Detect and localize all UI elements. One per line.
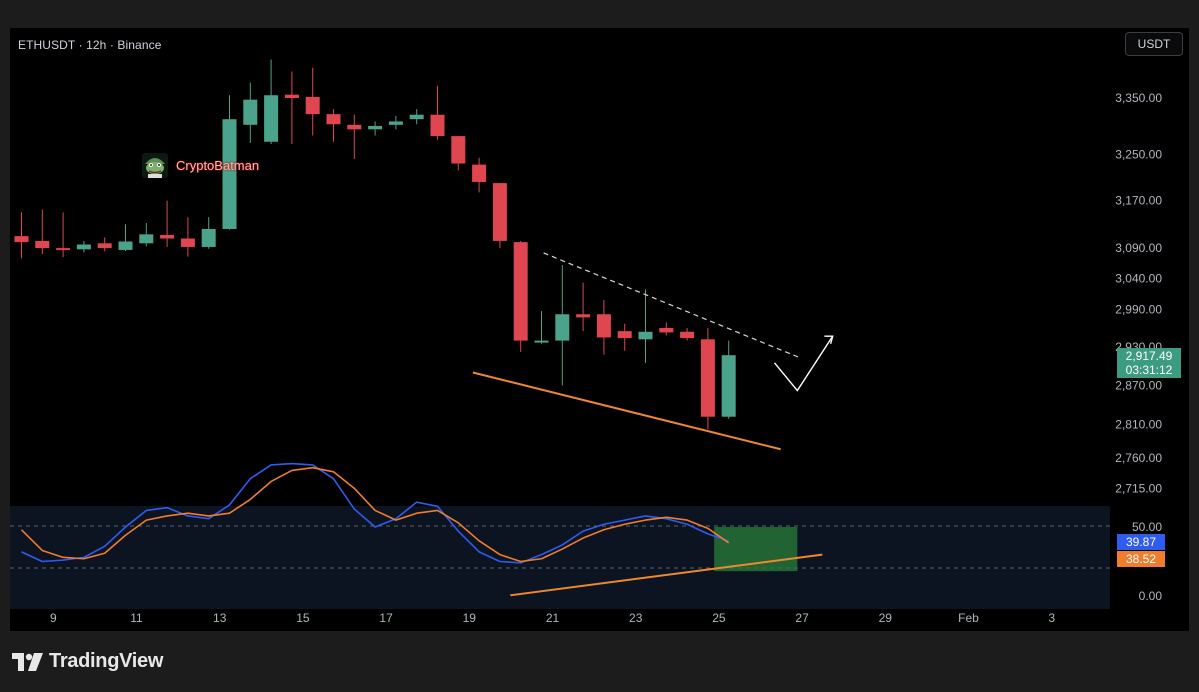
candle-body xyxy=(35,240,50,249)
projection-arrowhead xyxy=(824,335,834,344)
y-axis-tick-label: 2,760.00 xyxy=(1115,451,1162,465)
tradingview-brand[interactable]: TradingView xyxy=(12,650,163,673)
candle-body xyxy=(97,243,112,249)
tradingview-logo-icon xyxy=(12,652,43,671)
x-axis-tick-label: 27 xyxy=(795,611,809,625)
candle-body xyxy=(430,114,445,137)
candle-body xyxy=(409,114,424,120)
stochastic-d-value-tag-bg xyxy=(1117,551,1165,567)
stochastic-k-value-tag: 39.87 xyxy=(1126,535,1156,549)
brand-name: TradingView xyxy=(49,650,164,672)
stochastic-d-value-tag: 38.52 xyxy=(1126,552,1156,566)
candle-body xyxy=(118,241,133,250)
candle-body xyxy=(139,234,154,244)
y-axis-tick-label: 3,040.00 xyxy=(1115,271,1162,285)
watermark: CryptoBatman xyxy=(140,150,259,180)
x-axis-tick-label: 29 xyxy=(879,611,893,625)
candle-body xyxy=(492,183,507,241)
candle-body xyxy=(305,96,320,115)
x-axis-tick-label: 23 xyxy=(629,611,643,625)
candle-body xyxy=(56,248,71,251)
candle-body xyxy=(264,95,279,142)
candle-body xyxy=(14,236,29,243)
candle-body xyxy=(638,331,653,340)
chart-canvas[interactable]: 3,350.00 3,250.00 3,170.00 3,090.00 3,040.00… xyxy=(10,28,1189,631)
candle-body xyxy=(76,244,91,250)
candle-body xyxy=(659,327,674,333)
last-price-tag: 2,917.49 03:31:12 xyxy=(1117,348,1181,378)
y-axis-tick-label: 3,170.00 xyxy=(1115,194,1162,208)
upper-wedge-dashed-line xyxy=(543,252,802,359)
candle-body xyxy=(700,339,715,417)
candle-body xyxy=(180,238,195,247)
stochastic-k-value-tag-bg xyxy=(1117,534,1165,550)
stochastic-k-line xyxy=(21,462,729,564)
x-axis-tick-label: 3 xyxy=(1048,611,1055,625)
last-price: 2,917.49 xyxy=(1125,349,1173,363)
stochastic-trendline xyxy=(510,553,823,597)
candle-body xyxy=(388,121,403,125)
bar-countdown: 03:31:12 xyxy=(1125,363,1173,377)
candle-body xyxy=(596,314,611,338)
x-axis-tick-label: 21 xyxy=(546,611,560,625)
stochastic-axis-tick-label: 50.00 xyxy=(1132,520,1162,534)
watermark-text: CryptoBatman xyxy=(176,157,260,173)
projection-arrow xyxy=(773,335,834,392)
candle-body xyxy=(680,331,695,339)
x-axis-tick-label: 9 xyxy=(50,611,57,625)
candle-body xyxy=(368,125,383,130)
symbol-title: ETHUSDT · 12h · Binance xyxy=(18,38,162,52)
candle-body xyxy=(472,164,487,182)
y-axis-tick-label: 3,090.00 xyxy=(1115,241,1162,255)
x-axis-tick-label: 13 xyxy=(213,611,227,625)
x-axis-tick-label: 17 xyxy=(379,611,393,625)
chart-panel[interactable]: 3,350.00 3,250.00 3,170.00 3,090.00 3,040.00… xyxy=(10,28,1189,631)
y-axis-tick-label: 2,810.00 xyxy=(1115,418,1162,432)
candle-body xyxy=(576,314,591,318)
oversold-highlight-box xyxy=(714,527,798,572)
x-axis-tick-label: 25 xyxy=(712,611,726,625)
cartoon-frog-avatar-icon xyxy=(142,153,168,178)
x-axis-tick-label: 11 xyxy=(130,611,143,625)
candle-body xyxy=(721,355,736,417)
stochastic-d-line xyxy=(20,466,730,563)
candle-body xyxy=(160,234,175,239)
x-axis-tick-label: 15 xyxy=(296,611,310,625)
stochastic-axis-tick-label: 0.00 xyxy=(1139,589,1163,603)
lower-wedge-line xyxy=(472,371,781,451)
y-axis-tick-label: 2,990.00 xyxy=(1115,302,1162,316)
x-axis-tick-label: 19 xyxy=(463,611,477,625)
candle-body xyxy=(222,119,237,229)
stochastic-panel-bg xyxy=(10,506,1110,609)
candle-body xyxy=(284,94,299,98)
y-axis-tick-label: 3,350.00 xyxy=(1115,91,1162,105)
candle-body xyxy=(617,331,632,339)
y-axis-tick-label: 3,250.00 xyxy=(1115,147,1162,161)
candle-body xyxy=(243,99,258,125)
candle-body xyxy=(201,228,216,247)
candle-body xyxy=(555,314,570,341)
x-axis-tick-label: Feb xyxy=(958,611,979,625)
y-axis-tick-label: 2,715.00 xyxy=(1115,482,1162,496)
y-axis-tick-label: 2,870.00 xyxy=(1115,378,1162,392)
candle-body xyxy=(347,124,362,130)
candle-body xyxy=(326,114,341,125)
candle-body xyxy=(534,340,549,343)
candle-body xyxy=(513,242,528,341)
candle-body xyxy=(451,136,466,164)
currency-button[interactable]: USDT xyxy=(1125,32,1183,56)
